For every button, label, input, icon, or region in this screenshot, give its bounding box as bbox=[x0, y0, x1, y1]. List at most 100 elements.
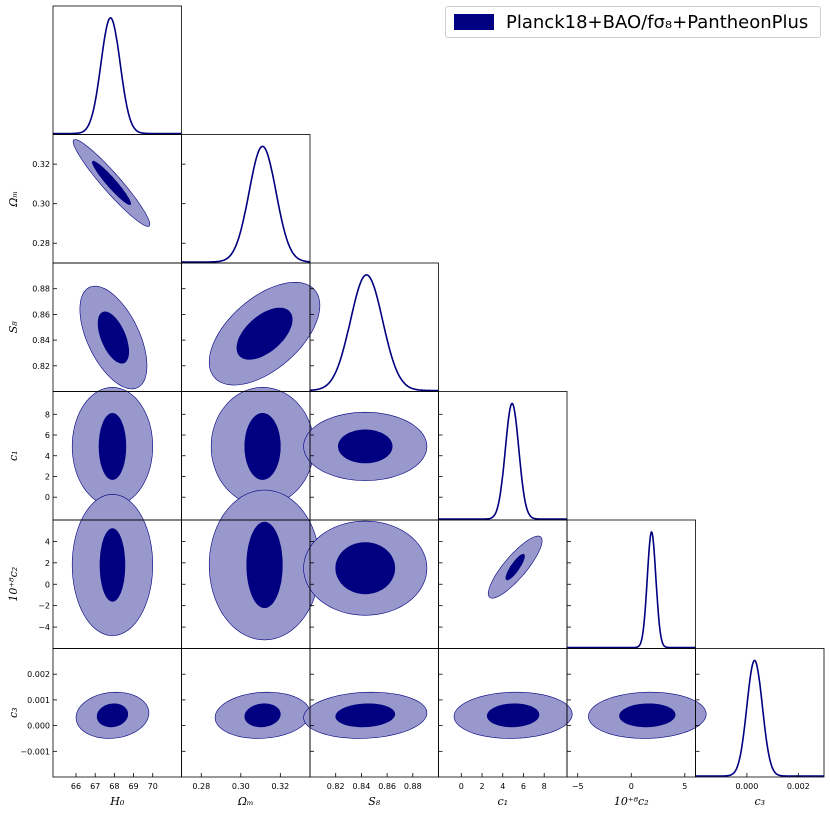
panel-frame bbox=[52, 5, 182, 135]
marginal-c1 bbox=[438, 402, 567, 520]
contour-68 bbox=[236, 307, 293, 360]
x-tick-label: 0.000 bbox=[735, 782, 758, 791]
marginal-Om bbox=[181, 145, 311, 263]
x-tick-label: 70 bbox=[148, 782, 158, 791]
contour-S8-c1 bbox=[303, 411, 428, 481]
contour-Om-c3 bbox=[214, 691, 311, 739]
contour-68 bbox=[505, 553, 525, 581]
x-tick-label: 0 bbox=[629, 782, 634, 791]
contour-S8-c2 bbox=[303, 520, 428, 616]
contour-68 bbox=[96, 703, 129, 728]
contour-H0-c2 bbox=[71, 493, 154, 636]
x-tick-label: 0.88 bbox=[404, 782, 422, 791]
contour-Om-c1 bbox=[210, 387, 315, 506]
contour-c2-c3 bbox=[588, 691, 707, 739]
panel-frame bbox=[181, 134, 311, 264]
y-tick-label: −0.001 bbox=[20, 747, 50, 756]
contour-68 bbox=[486, 703, 540, 728]
y-tick-label: 0.82 bbox=[32, 362, 50, 371]
y-tick-label: −4 bbox=[38, 623, 50, 632]
x-tick-label: 0.84 bbox=[352, 782, 370, 791]
y-tick-label: 2 bbox=[45, 559, 50, 568]
x-tick-label: 2 bbox=[479, 782, 484, 791]
contour-H0-Om bbox=[72, 139, 151, 227]
x-tick-label: 69 bbox=[128, 782, 138, 791]
y-axis-label-c1: c₁ bbox=[7, 450, 20, 461]
y-tick-label: 0.32 bbox=[32, 160, 50, 169]
x-axis-label-c2: 10⁺⁸c₂ bbox=[614, 795, 649, 808]
y-tick-label: 2 bbox=[45, 472, 50, 481]
contour-68 bbox=[91, 160, 132, 206]
legend: Planck18+BAO/fσ₈+PantheonPlus bbox=[445, 6, 821, 38]
contour-68 bbox=[246, 521, 283, 609]
marginal-c3 bbox=[695, 659, 824, 777]
y-tick-label: −2 bbox=[38, 602, 50, 611]
x-axis-label-c3: c₃ bbox=[754, 795, 765, 808]
y-tick-label: 4 bbox=[45, 537, 50, 546]
contour-68 bbox=[244, 703, 281, 728]
x-tick-label: 0 bbox=[459, 782, 464, 791]
marginal-H0 bbox=[53, 17, 182, 135]
contour-68 bbox=[244, 412, 281, 480]
y-tick-label: 0.84 bbox=[32, 336, 50, 345]
legend-label: Planck18+BAO/fσ₈+PantheonPlus bbox=[506, 11, 809, 33]
legend-swatch bbox=[454, 14, 494, 30]
x-tick-label: 0.32 bbox=[271, 782, 289, 791]
panel-frame bbox=[438, 391, 568, 521]
y-tick-label: 0 bbox=[45, 493, 50, 502]
y-tick-label: 4 bbox=[45, 452, 50, 461]
marginal-c2 bbox=[567, 530, 696, 649]
x-axis-label-c1: c₁ bbox=[497, 795, 508, 808]
contour-68 bbox=[337, 429, 393, 464]
contour-S8-c3 bbox=[303, 691, 428, 739]
x-tick-label: 4 bbox=[500, 782, 505, 791]
x-tick-label: 66 bbox=[71, 782, 81, 791]
x-tick-label: −5 bbox=[572, 782, 584, 791]
x-tick-label: 6 bbox=[521, 782, 526, 791]
contour-Om-S8 bbox=[208, 281, 321, 386]
x-tick-label: 67 bbox=[90, 782, 100, 791]
y-tick-label: 6 bbox=[45, 431, 50, 440]
x-axis-label-Om: Ωₘ bbox=[237, 795, 254, 808]
contour-Om-c2 bbox=[208, 489, 321, 641]
y-tick-label: 0 bbox=[45, 580, 50, 589]
x-axis-label-S8: S₈ bbox=[368, 795, 381, 808]
y-tick-label: 8 bbox=[45, 410, 50, 419]
contour-c1-c2 bbox=[487, 535, 543, 599]
x-tick-label: 8 bbox=[542, 782, 547, 791]
y-tick-label: 0.88 bbox=[32, 285, 50, 294]
panel-frame bbox=[695, 648, 825, 778]
marginal-S8 bbox=[309, 274, 439, 392]
y-tick-label: 0.001 bbox=[27, 696, 50, 705]
x-tick-label: 0.86 bbox=[378, 782, 396, 791]
panel-frame bbox=[566, 519, 696, 649]
contour-68 bbox=[97, 311, 130, 364]
y-axis-label-c2: 10⁺⁸c₂ bbox=[7, 567, 20, 602]
y-tick-label: 0.002 bbox=[27, 670, 50, 679]
contour-68 bbox=[619, 703, 676, 728]
x-axis-label-H0: H₀ bbox=[109, 795, 125, 808]
x-tick-label: 0.28 bbox=[192, 782, 210, 791]
x-tick-label: 0.30 bbox=[232, 782, 250, 791]
panel-frame bbox=[309, 262, 439, 392]
y-axis-label-S8: S₈ bbox=[7, 321, 20, 334]
x-tick-label: 5 bbox=[682, 782, 687, 791]
contour-68 bbox=[335, 703, 396, 728]
y-axis-label-c3: c₃ bbox=[7, 707, 20, 718]
y-tick-label: 0.86 bbox=[32, 310, 50, 319]
y-axis-label-Om: Ωₘ bbox=[7, 191, 20, 208]
contour-c1-c3 bbox=[453, 691, 573, 739]
x-tick-label: 0.82 bbox=[327, 782, 345, 791]
contour-H0-S8 bbox=[79, 285, 148, 390]
x-tick-label: 0.002 bbox=[787, 782, 810, 791]
contour-H0-c1 bbox=[71, 387, 154, 506]
y-tick-label: 0.28 bbox=[32, 239, 50, 248]
contour-68 bbox=[335, 542, 396, 595]
y-tick-label: 0.30 bbox=[32, 200, 50, 209]
y-tick-label: 0.000 bbox=[27, 722, 50, 731]
contour-H0-c3 bbox=[75, 691, 150, 739]
contour-68 bbox=[99, 528, 126, 602]
contour-68 bbox=[98, 412, 127, 480]
x-tick-label: 68 bbox=[109, 782, 119, 791]
